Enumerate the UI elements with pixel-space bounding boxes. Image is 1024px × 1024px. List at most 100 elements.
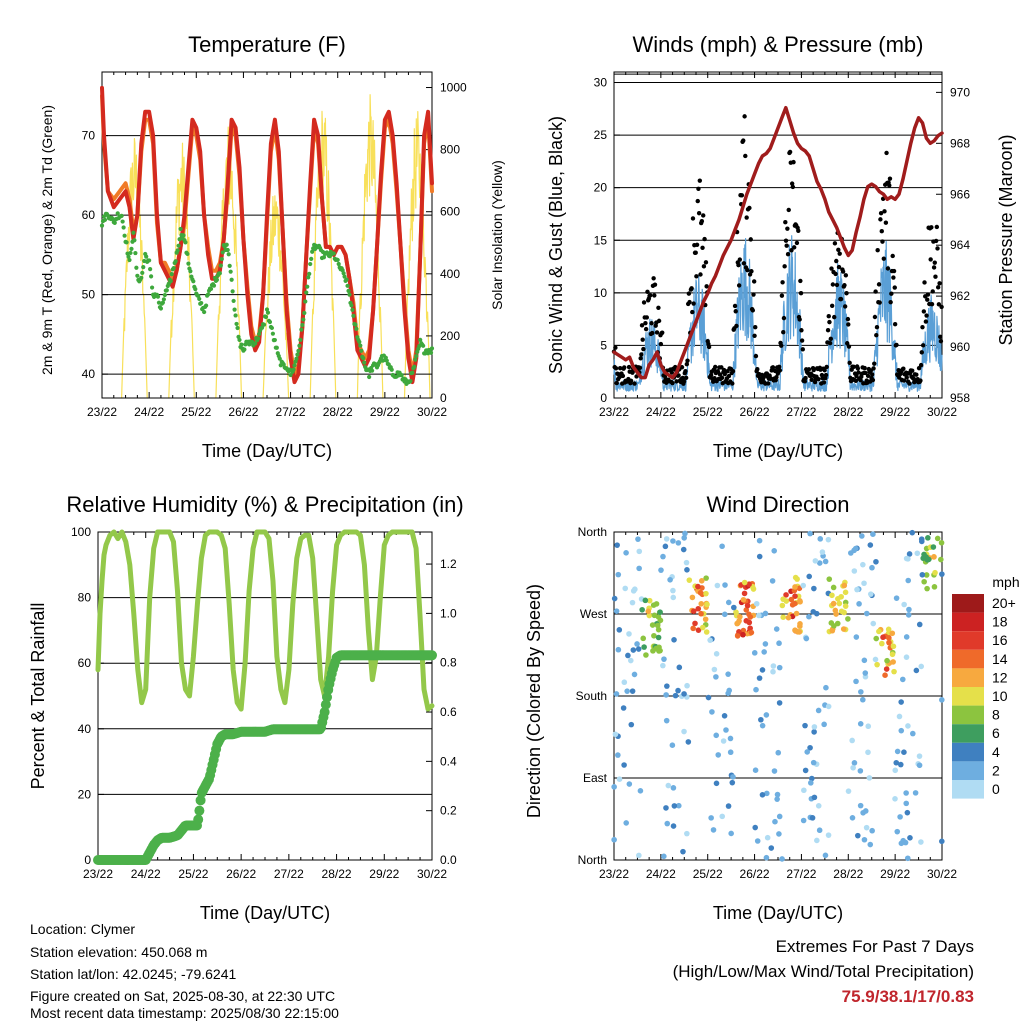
gust-point bbox=[790, 184, 796, 190]
wind-direction-point bbox=[804, 749, 811, 755]
temp-y-tick-label: 40 bbox=[82, 367, 96, 381]
wind-direction-point bbox=[728, 830, 734, 837]
precipitation-series bbox=[93, 650, 437, 865]
dewpoint-point bbox=[302, 310, 307, 316]
info-created: Figure created on Sat, 2025-08-30, at 22… bbox=[30, 988, 336, 1004]
dewpoint-point bbox=[211, 283, 217, 288]
wind-direction-point bbox=[686, 577, 693, 583]
wind-y-right-tick-label: 966 bbox=[950, 187, 970, 201]
rh-y-right-tick-label: 0.2 bbox=[440, 804, 457, 818]
gust-point bbox=[690, 216, 696, 221]
gust-point bbox=[877, 300, 882, 305]
rh-x-tick-label: 24/22 bbox=[131, 867, 161, 881]
gust-point bbox=[874, 325, 880, 330]
wind-y-right-tick-label: 960 bbox=[950, 340, 970, 354]
wind-direction-point bbox=[841, 582, 848, 589]
gust-point bbox=[894, 342, 899, 348]
gust-point bbox=[923, 319, 929, 324]
gust-point bbox=[828, 336, 834, 342]
wind-direction-point bbox=[654, 622, 661, 629]
gust-point bbox=[890, 253, 895, 259]
gust-point bbox=[726, 373, 732, 379]
dir-x-tick-label: 28/22 bbox=[833, 867, 863, 881]
dewpoint-point bbox=[147, 258, 152, 263]
dewpoint-point bbox=[305, 284, 310, 289]
dewpoint-point bbox=[148, 267, 153, 272]
wind-direction-point bbox=[776, 664, 783, 671]
wind-direction-point bbox=[681, 728, 687, 735]
gust-point bbox=[750, 308, 756, 313]
speed-legend-label: 16 bbox=[992, 632, 1008, 648]
dewpoint-point bbox=[298, 337, 303, 343]
wind-direction-point bbox=[832, 607, 839, 614]
rh-x-tick-label: 26/22 bbox=[226, 867, 256, 881]
speed-legend-swatch bbox=[952, 761, 984, 780]
wind-direction-point bbox=[741, 590, 748, 597]
wind-direction-point bbox=[807, 530, 813, 537]
wind-direction-point bbox=[727, 735, 734, 742]
gust-point bbox=[832, 241, 838, 246]
gust-point bbox=[879, 229, 884, 234]
wind-direction-point bbox=[740, 627, 747, 634]
gust-point bbox=[803, 375, 808, 381]
wind-direction-point bbox=[810, 759, 817, 766]
temp-y-right-tick-label: 0 bbox=[440, 391, 447, 405]
wind-direction-point bbox=[906, 551, 913, 557]
gust-point bbox=[806, 367, 812, 372]
gust-point bbox=[872, 361, 877, 366]
wind-direction-point bbox=[636, 548, 643, 555]
temp-x-tick-label: 27/22 bbox=[276, 405, 306, 419]
wind-direction-point bbox=[772, 818, 778, 825]
gust-point bbox=[680, 375, 685, 381]
wind-direction-point bbox=[845, 788, 852, 794]
dewpoint-point bbox=[336, 261, 341, 267]
wind-direction-point bbox=[748, 629, 755, 636]
dewpoint-point bbox=[185, 251, 190, 257]
wind-direction-point bbox=[811, 794, 818, 801]
gust-point bbox=[743, 153, 748, 159]
solar-insolation-line bbox=[168, 142, 195, 399]
dewpoint-point bbox=[321, 255, 327, 260]
dewpoint-point bbox=[124, 240, 129, 245]
dewpoint-point bbox=[115, 211, 120, 216]
wind-direction-point bbox=[854, 586, 860, 593]
gust-point bbox=[704, 284, 709, 289]
dewpoint-point bbox=[205, 292, 211, 297]
gust-point bbox=[734, 323, 739, 329]
wind-direction-point bbox=[849, 737, 855, 744]
gust-point bbox=[639, 323, 645, 328]
wind-direction-point bbox=[867, 591, 874, 597]
gust-point bbox=[883, 220, 889, 225]
wind-direction-point bbox=[811, 724, 818, 730]
dewpoint-point bbox=[296, 348, 301, 353]
wind-direction-point bbox=[903, 634, 910, 640]
gust-point bbox=[640, 337, 645, 342]
dewpoint-point bbox=[219, 256, 224, 262]
wind-direction-point bbox=[629, 599, 636, 606]
wind-y-right-tick-label: 964 bbox=[950, 238, 970, 252]
wind-direction-point bbox=[763, 712, 770, 718]
gust-point bbox=[789, 181, 795, 186]
gust-point bbox=[904, 375, 909, 380]
dewpoint-point bbox=[175, 248, 180, 253]
gust-point bbox=[779, 343, 784, 348]
wind-direction-point bbox=[751, 650, 758, 656]
wind-direction-point bbox=[793, 610, 800, 617]
wind-direction-point bbox=[663, 692, 669, 698]
gust-point bbox=[637, 365, 643, 371]
wind-direction-point bbox=[870, 531, 876, 537]
wind-direction-point bbox=[919, 571, 926, 578]
dewpoint-point bbox=[354, 326, 359, 331]
dewpoint-point bbox=[303, 299, 308, 304]
gust-point bbox=[907, 381, 912, 386]
gust-point bbox=[935, 285, 941, 290]
dir-x-tick-label: 30/22 bbox=[927, 867, 957, 881]
gust-point bbox=[845, 316, 851, 322]
wind-direction-point bbox=[814, 837, 820, 844]
wind-direction-point bbox=[685, 739, 692, 745]
wind-direction-point bbox=[725, 803, 732, 809]
wind-direction-point bbox=[834, 620, 841, 627]
wind-direction-point bbox=[625, 652, 631, 659]
dewpoint-point bbox=[270, 331, 275, 336]
wind-direction-point bbox=[916, 762, 923, 769]
